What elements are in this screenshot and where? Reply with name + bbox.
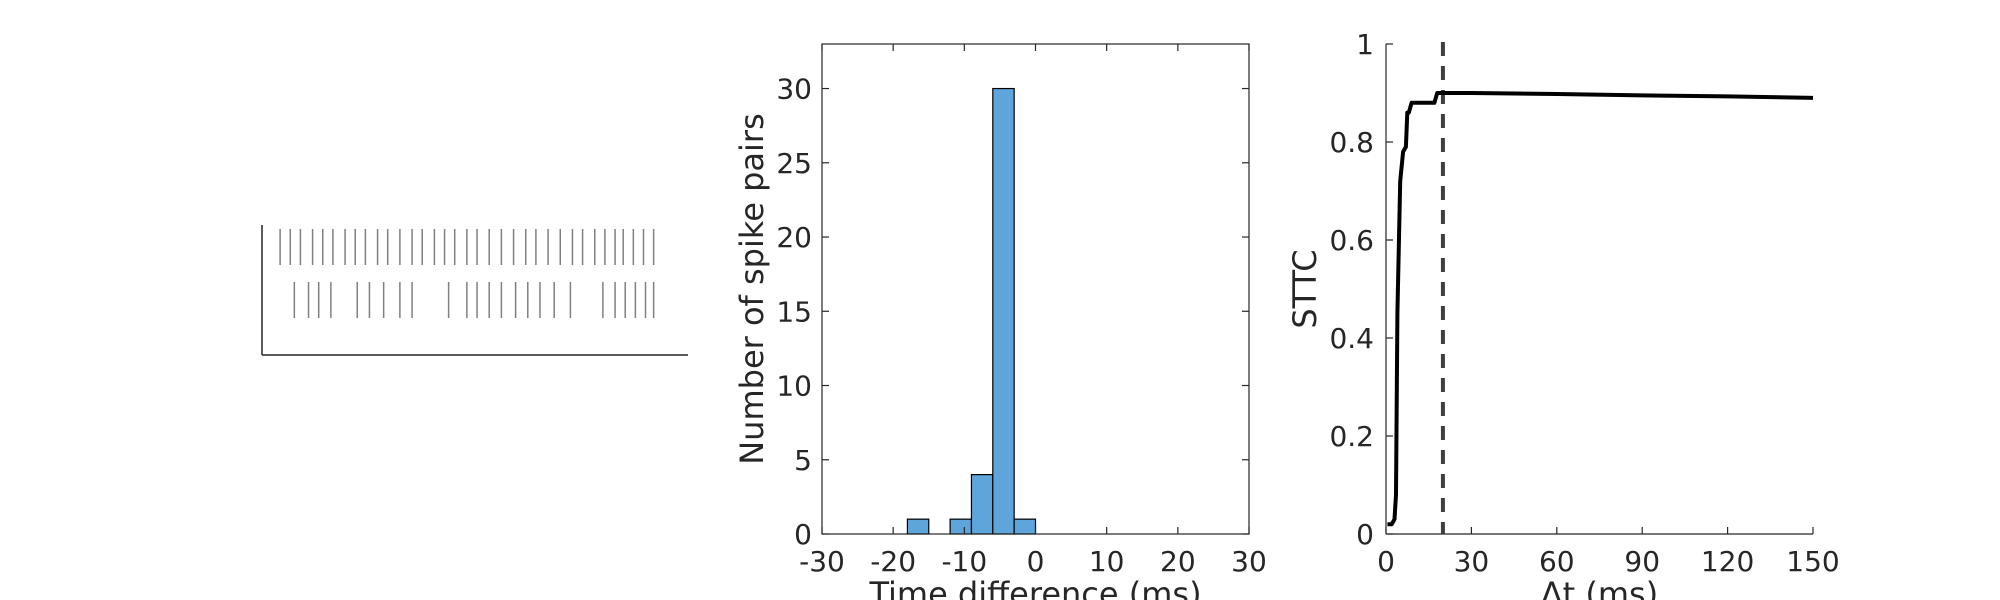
histogram-x-tick-label: -20 (870, 545, 916, 578)
sttc-x-tick-label: 150 (1786, 545, 1839, 578)
histogram-axes-box (821, 43, 1250, 535)
histogram-y-axis-title: Number of spike pairs (733, 113, 771, 465)
histogram-x-tick-label: 30 (1231, 545, 1267, 578)
histogram-y-tick-label: 30 (776, 73, 812, 106)
histogram-y-tick-label: 20 (776, 221, 812, 254)
histogram-x-tick-label: 20 (1160, 545, 1196, 578)
sttc-x-tick-label: 60 (1539, 545, 1575, 578)
sttc-y-tick-label: 0.4 (1329, 322, 1374, 355)
histogram-bar (906, 518, 930, 535)
histogram-bar (949, 518, 973, 535)
histogram-bar (992, 87, 1015, 535)
histogram-y-tick-label: 15 (776, 295, 812, 328)
sttc-y-tick-label: 0.8 (1329, 126, 1374, 159)
sttc-y-axis-title: STTC (1286, 249, 1324, 328)
histogram-x-tick-label: 10 (1089, 545, 1125, 578)
histogram-y-tick-label: 5 (794, 444, 812, 477)
histogram-y-tick-label: 0 (794, 518, 812, 551)
raster-panel (261, 225, 688, 356)
sttc-x-axis-title: Δt (ms) (1541, 575, 1658, 600)
histogram-x-tick-label: -10 (941, 545, 987, 578)
sttc-y-tick-label: 0.6 (1329, 224, 1374, 257)
sttc-x-tick-label: 90 (1624, 545, 1660, 578)
sttc-y-tick-label: 1 (1356, 28, 1374, 61)
sttc-x-tick-label: 0 (1377, 545, 1395, 578)
histogram-panel: -30 -20 -10 0 10 20 30 0 5 10 15 20 25 30 Time differe… (733, 43, 1267, 600)
histogram-y-tick-label: 25 (776, 147, 812, 180)
sttc-panel: 0 30 60 90 120 150 0 0.2 0.4 0.6 0.8 1 Δt (ms) STTC (1286, 28, 1840, 600)
histogram-x-axis-title: Time difference (ms) (868, 575, 1201, 600)
sttc-y-tick-label: 0.2 (1329, 420, 1374, 453)
histogram-bar (1013, 518, 1037, 535)
histogram-y-tick-label: 10 (776, 370, 812, 403)
sttc-x-tick-label: 30 (1454, 545, 1490, 578)
histogram-x-tick-label: 0 (1027, 545, 1045, 578)
histogram-x-tick-label: -30 (799, 545, 845, 578)
sttc-series-line (1387, 91, 1814, 527)
sttc-x-tick-label: 120 (1701, 545, 1754, 578)
histogram-bar (970, 474, 994, 535)
sttc-y-tick-label: 0 (1356, 518, 1374, 551)
